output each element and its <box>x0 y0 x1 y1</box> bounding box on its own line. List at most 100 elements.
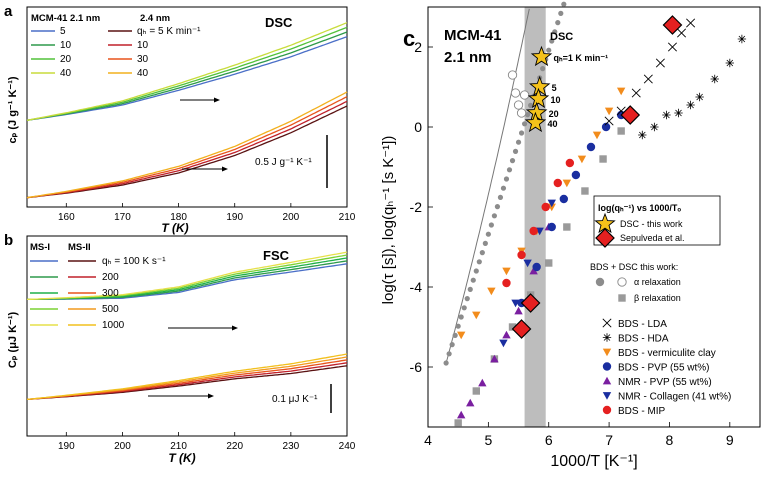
marker-sepulveda-et-al <box>511 319 532 339</box>
marker-sepulveda-et-al <box>620 105 641 125</box>
legend-b-items: qₕ = 100 K s⁻¹ 200 300 500 1000 <box>30 256 166 331</box>
dsc-band-label: DSC <box>550 31 573 43</box>
marker-alpha-relaxation-bds <box>494 204 501 210</box>
legend-c-item-label: BDS - MIP <box>618 406 666 417</box>
curve-2.4-nm-5 <box>26 105 348 199</box>
marker-bds-hda <box>650 122 659 132</box>
legend-c-item-label: BDS - vermiculite clay <box>618 348 716 359</box>
x-tick-label: 200 <box>283 212 300 223</box>
panel-c-xlabel: 1000/T [K⁻¹] <box>550 453 637 470</box>
marker-nmr-collagen-41-wt <box>547 199 556 208</box>
marker-dsc-this-work <box>530 45 553 67</box>
legend-c-bds-label: α relaxation <box>634 277 681 287</box>
legend-c-diamond-icon <box>595 228 615 248</box>
marker-bds-lda <box>604 116 614 126</box>
legend-c-item-icon <box>602 318 612 328</box>
y-tick-label: 0 <box>414 119 422 135</box>
y-tick-label: -2 <box>410 199 423 215</box>
marker-alpha-relaxation-bds <box>525 112 531 118</box>
star-label: 10 <box>550 95 560 105</box>
x-tick-label: 160 <box>58 212 75 223</box>
marker-bds-lda <box>655 58 665 68</box>
panel-letter-b: b <box>4 232 13 249</box>
marker-bds-mip <box>541 202 550 212</box>
curve-2.1-nm-10 <box>26 31 348 121</box>
panel-a-curves <box>26 22 348 199</box>
panel-b-frame <box>26 235 348 437</box>
legend-b-header-right: MS-II <box>68 242 91 253</box>
legend-c-item-icon <box>602 333 612 342</box>
panel-a: a DSC T (K) cₚ (J g⁻¹ K⁻¹) 160 170 180 190 2… <box>4 3 356 235</box>
marker-alpha-relaxation-bds <box>503 176 510 182</box>
marker-bds-lda <box>631 88 641 98</box>
legend-c-box-items: DSC - this work Sepulveda et al. <box>594 212 685 248</box>
marker-relaxation <box>472 387 480 395</box>
legend-a-label-left: 20 <box>60 54 72 65</box>
legend-a-label-right: 10 <box>137 40 149 51</box>
marker-bds-mip <box>502 278 511 288</box>
marker-bds-pvp-55-wt <box>532 262 541 272</box>
marker-alpha-relaxation-bds <box>443 360 449 366</box>
legend-a-items: 5 10 20 40 qₕ = 5 K min⁻¹ 10 30 40 <box>31 26 201 79</box>
legend-c-item-label: BDS - LDA <box>618 319 667 330</box>
curve-2.1-nm-40 <box>26 22 348 121</box>
x-tick-label: 5 <box>484 432 492 448</box>
marker-alpha-relaxation-bds <box>452 332 458 338</box>
marker-bds-vermiculite-clay <box>472 311 481 320</box>
marker-alpha-relaxation-bds <box>521 121 528 127</box>
marker-relaxation <box>508 323 517 331</box>
curve-2.1-nm-20 <box>26 26 348 121</box>
panel-b-xlabel: T (K) <box>168 451 195 465</box>
star-label: 20 <box>549 109 559 119</box>
marker-bds-pvp-55-wt <box>601 122 611 132</box>
marker-bds-mip <box>529 226 538 236</box>
legend-c-item-icon <box>602 376 612 385</box>
legend-b-label: 300 <box>102 288 119 299</box>
marker-alpha-relaxation-bds <box>518 130 525 136</box>
legend-a-header-left: MCM-41 2.1 nm <box>31 13 100 24</box>
marker-sepulveda-et-al <box>520 293 541 313</box>
marker-alpha-relaxation-bds <box>500 185 507 191</box>
marker-alpha-relaxation-bds <box>552 29 558 35</box>
marker-bds-lda <box>643 74 653 84</box>
marker-bds-vermiculite-clay <box>547 203 556 212</box>
marker-bds-mip <box>517 250 526 260</box>
marker-alpha-relaxation-bds <box>561 1 567 7</box>
legend-c-box-title: log(qₕ⁻¹) vs 1000/Tₒ <box>598 203 681 213</box>
marker-nmr-pvp-55-wt <box>457 410 466 419</box>
panel-a-xlabel: T (K) <box>161 221 188 235</box>
legend-c-alpha-open-icon <box>617 277 627 287</box>
y-tick-label: 2 <box>414 39 422 55</box>
legend-c-item-icon <box>602 362 612 371</box>
star-label: qₕ=1 K min⁻¹ <box>553 53 608 63</box>
panel-a-title: DSC <box>265 15 293 30</box>
panel-c: 4 5 6 7 8 9 -6 -4 -2 0 2 c MCM-41 2.1 nm DSC qₕ=1 … <box>380 1 761 470</box>
marker-bds-vermiculite-clay <box>592 131 602 140</box>
marker-alpha-relaxation-bds <box>485 231 491 237</box>
panel-a-ylabel: cₚ (J g⁻¹ K⁻¹) <box>7 76 19 143</box>
marker-alpha-relaxation-bds <box>506 167 513 173</box>
legend-a-label-right: 30 <box>137 54 149 65</box>
x-tick-label: 180 <box>170 212 187 223</box>
marker-alpha-relaxation-bds <box>461 305 467 311</box>
marker-alpha-relaxation-bds <box>482 240 488 246</box>
x-tick-label: 200 <box>114 441 131 452</box>
marker-nmr-pvp-55-wt <box>514 306 523 315</box>
panel-letter-c: c <box>403 26 415 51</box>
marker-alpha-relaxation-bds <box>479 250 485 256</box>
star-label: 5 <box>552 83 557 93</box>
legend-a-label-right: qₕ = 5 K min⁻¹ <box>137 26 201 37</box>
x-tick-label: 220 <box>226 441 243 452</box>
marker-alpha-relaxation-bds <box>497 194 504 200</box>
marker-bds-hda <box>686 100 695 110</box>
x-tick-label: 170 <box>114 212 131 223</box>
panel-a-axis: 160 170 180 190 200 210 <box>58 203 356 223</box>
marker-bds-hda <box>695 92 704 102</box>
marker-alpha-relaxation-bds <box>458 314 464 320</box>
marker-bds-pvp-55-wt <box>586 142 596 152</box>
legend-c-box-label: DSC - this work <box>620 219 683 229</box>
curve-MS-I-100 <box>27 263 348 301</box>
legend-b-label: 1000 <box>102 320 125 331</box>
panel-a-legend: MCM-41 2.1 nm 2.4 nm 5 10 20 40 qₕ = 5 K min… <box>31 13 201 79</box>
